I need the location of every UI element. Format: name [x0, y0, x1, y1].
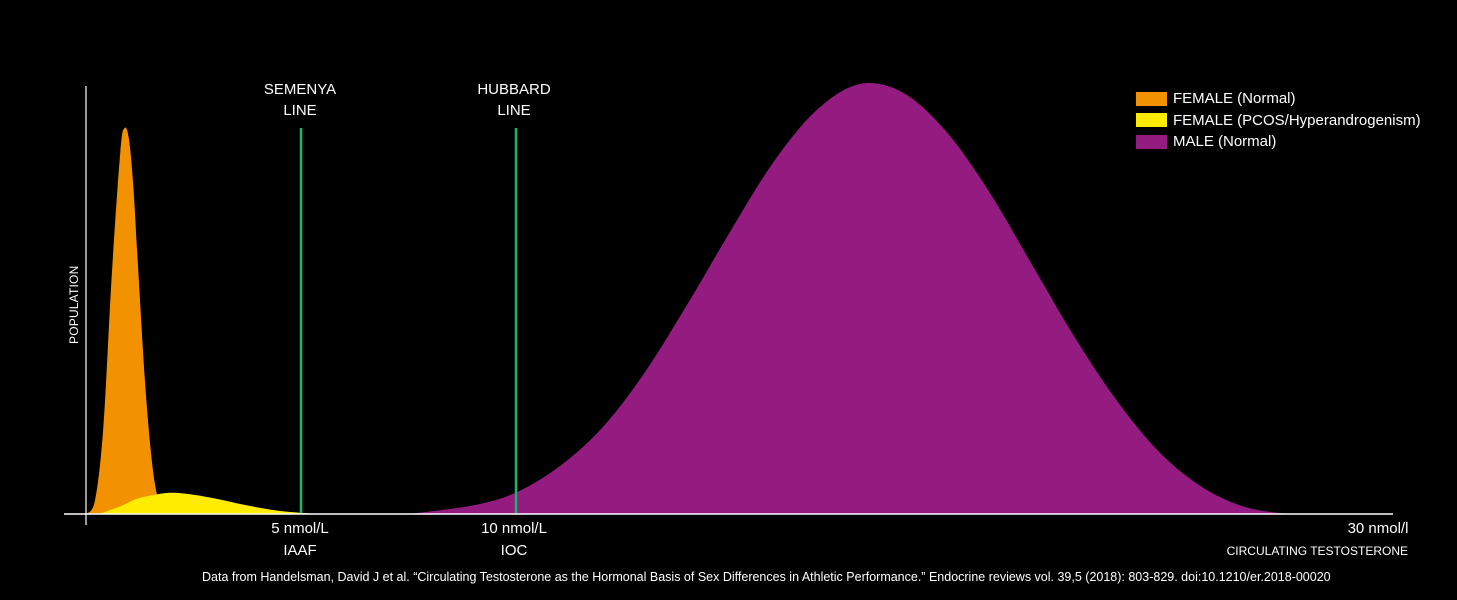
legend: FEMALE (Normal) FEMALE (PCOS/Hyperandrog… [1136, 88, 1421, 153]
hubbard-line-label-line1: HUBBARD [477, 81, 551, 98]
legend-item-female-normal: FEMALE (Normal) [1136, 88, 1421, 110]
x-tick-label-5: 5 nmol/L IAAF [240, 518, 360, 562]
x-tick-label-5-value: 5 nmol/L [271, 520, 329, 537]
x-tick-label-30: 30 nmol/l [1318, 518, 1438, 540]
semenya-line-label-line2: LINE [283, 102, 317, 119]
legend-swatch-male-normal [1136, 134, 1167, 149]
legend-swatch-female-pcos [1136, 113, 1167, 128]
source-annotation: Data from Handelsman, David J et al. “Ci… [202, 570, 1331, 584]
x-tick-label-10: 10 nmol/L IOC [454, 518, 574, 562]
legend-label-male-normal: MALE (Normal) [1173, 133, 1277, 151]
legend-swatch-female-normal [1136, 91, 1167, 106]
hubbard-line-label-line2: LINE [497, 102, 531, 119]
x-tick-label-30-value: 30 nmol/l [1347, 520, 1409, 537]
area-series-group [86, 83, 1290, 514]
legend-item-male-normal: MALE (Normal) [1136, 131, 1421, 153]
legend-label-female-normal: FEMALE (Normal) [1173, 90, 1296, 108]
area-male-normal [408, 83, 1290, 514]
reference-lines-group [299, 128, 518, 514]
area-female-normal [86, 127, 172, 514]
x-tick-label-5-org: IAAF [283, 542, 317, 559]
legend-label-female-pcos: FEMALE (PCOS/Hyperandrogenism) [1173, 111, 1421, 129]
legend-item-female-pcos: FEMALE (PCOS/Hyperandrogenism) [1136, 110, 1421, 132]
semenya-line-label: SEMENYA LINE [240, 79, 360, 121]
x-axis-label: CIRCULATING TESTOSTERONE [1226, 544, 1408, 558]
x-tick-label-10-org: IOC [500, 542, 528, 559]
hubbard-line-label: HUBBARD LINE [454, 79, 574, 121]
semenya-line-label-line1: SEMENYA [263, 81, 337, 98]
y-axis-label: POPULATION [67, 265, 81, 344]
area-female-pcos [98, 492, 323, 514]
x-tick-label-10-value: 10 nmol/L [481, 520, 547, 537]
